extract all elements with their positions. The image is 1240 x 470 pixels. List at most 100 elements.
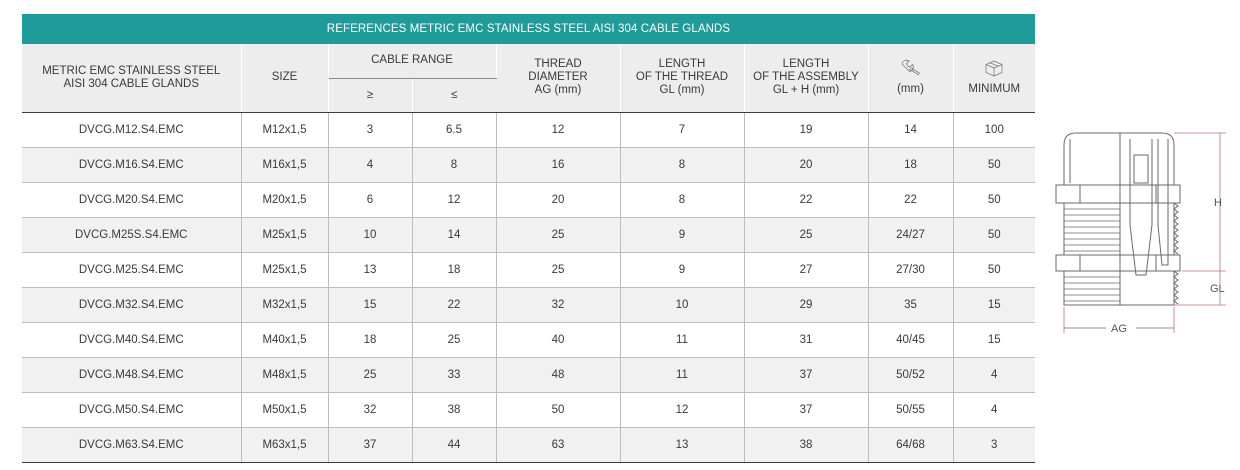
cell-ag: 40 (496, 322, 621, 358)
cell-min: 37 (328, 427, 413, 463)
cell-max: 18 (412, 252, 497, 288)
cell-ag: 20 (496, 182, 621, 218)
table-row: DVCG.M12.S4.EMC M12x1,5 3 6.5 12 7 19 14 100 (22, 112, 1035, 148)
cell-size: M50x1,5 (241, 392, 329, 428)
cell-wrench: 40/45 (868, 322, 954, 358)
table-row: DVCG.M20.S4.EMC M20x1,5 6 12 20 8 22 22 50 (22, 182, 1035, 218)
cell-max: 12 (412, 182, 497, 218)
cell-wrench: 27/30 (868, 252, 954, 288)
header-cable-range: CABLE RANGE (328, 44, 497, 79)
cell-minimum: 15 (953, 287, 1035, 323)
cell-minimum: 50 (953, 147, 1035, 183)
cell-min: 3 (328, 112, 413, 148)
cell-max: 38 (412, 392, 497, 428)
dimension-label-h: H (1214, 197, 1222, 209)
cable-gland-drawing: H GL AG (1055, 132, 1226, 335)
cell-glh: 29 (744, 287, 869, 323)
header-thread-line1: THREAD (534, 58, 582, 71)
cell-glh: 25 (744, 217, 869, 253)
cell-glh: 37 (744, 392, 869, 428)
cell-wrench: 14 (868, 112, 954, 148)
header-length-assembly-line2: OF THE ASSEMBLY (753, 71, 859, 84)
cell-ag: 12 (496, 112, 621, 148)
cell-min: 6 (328, 182, 413, 218)
cable-gland-table-section: REFERENCES METRIC EMC STAINLESS STEEL AI… (22, 14, 1035, 463)
cell-gl: 8 (620, 147, 745, 183)
cell-min: 32 (328, 392, 413, 428)
header-length-assembly-line3: GL + H (mm) (772, 84, 840, 97)
cell-min: 13 (328, 252, 413, 288)
table-body: DVCG.M12.S4.EMC M12x1,5 3 6.5 12 7 19 14 100 DVCG… (22, 112, 1035, 463)
cell-glh: 37 (744, 357, 869, 393)
cell-wrench: 18 (868, 147, 954, 183)
cell-wrench: 22 (868, 182, 954, 218)
box-icon (985, 60, 1003, 77)
cell-minimum: 50 (953, 217, 1035, 253)
cell-gl: 11 (620, 322, 745, 358)
cell-wrench: 35 (868, 287, 954, 323)
cell-ref: DVCG.M12.S4.EMC (22, 112, 242, 148)
cell-ref: DVCG.M25S.S4.EMC (22, 217, 242, 253)
dimension-label-gl: GL (1210, 283, 1225, 295)
cell-max: 6.5 (412, 112, 497, 148)
header-cable-min: ≥ (328, 78, 413, 113)
cell-max: 44 (412, 427, 497, 463)
cell-wrench: 50/52 (868, 357, 954, 393)
table-row: DVCG.M63.S4.EMC M63x1,5 37 44 63 13 38 64/68 3 (22, 427, 1035, 463)
table-row: DVCG.M40.S4.EMC M40x1,5 18 25 40 11 31 40/45 15 (22, 322, 1035, 358)
cell-minimum: 50 (953, 182, 1035, 218)
cell-glh: 38 (744, 427, 869, 463)
cell-glh: 27 (744, 252, 869, 288)
cell-glh: 22 (744, 182, 869, 218)
table-row: DVCG.M25.S4.EMC M25x1,5 13 18 25 9 27 27/30 50 (22, 252, 1035, 288)
header-product-line2: AISI 304 CABLE GLANDS (63, 77, 199, 90)
cell-max: 14 (412, 217, 497, 253)
cell-ag: 25 (496, 252, 621, 288)
cell-ag: 63 (496, 427, 621, 463)
cell-size: M25x1,5 (241, 217, 329, 253)
header-wrench: (mm) (868, 44, 954, 113)
cell-glh: 19 (744, 112, 869, 148)
cell-minimum: 3 (953, 427, 1035, 463)
cell-glh: 20 (744, 147, 869, 183)
cell-ag: 25 (496, 217, 621, 253)
cell-max: 22 (412, 287, 497, 323)
cell-size: M20x1,5 (241, 182, 329, 218)
header-length-thread: LENGTH OF THE THREAD GL (mm) (620, 44, 745, 113)
table-row: DVCG.M48.S4.EMC M48x1,5 25 33 48 11 37 50/52 4 (22, 357, 1035, 393)
cell-wrench: 50/55 (868, 392, 954, 428)
cell-min: 25 (328, 357, 413, 393)
header-thread-diameter: THREAD DIAMETER AG (mm) (496, 44, 621, 113)
header-thread-line3: AG (mm) (534, 84, 582, 97)
cell-ref: DVCG.M16.S4.EMC (22, 147, 242, 183)
cell-gl: 10 (620, 287, 745, 323)
cell-size: M16x1,5 (241, 147, 329, 183)
cell-ref: DVCG.M50.S4.EMC (22, 392, 242, 428)
cell-ag: 48 (496, 357, 621, 393)
cell-gl: 13 (620, 427, 745, 463)
cell-min: 4 (328, 147, 413, 183)
header-length-thread-line1: LENGTH (658, 58, 706, 71)
cell-minimum: 4 (953, 357, 1035, 393)
cell-min: 18 (328, 322, 413, 358)
cell-ref: DVCG.M63.S4.EMC (22, 427, 242, 463)
table-row: DVCG.M16.S4.EMC M16x1,5 4 8 16 8 20 18 50 (22, 147, 1035, 183)
cell-minimum: 50 (953, 252, 1035, 288)
cell-gl: 9 (620, 217, 745, 253)
cell-minimum: 4 (953, 392, 1035, 428)
cell-ref: DVCG.M25.S4.EMC (22, 252, 242, 288)
cell-size: M40x1,5 (241, 322, 329, 358)
header-minimum-label: MINIMUM (968, 83, 1021, 96)
cell-size: M48x1,5 (241, 357, 329, 393)
cell-glh: 31 (744, 322, 869, 358)
cell-min: 15 (328, 287, 413, 323)
header-product: METRIC EMC STAINLESS STEEL AISI 304 CABL… (22, 44, 242, 113)
cell-ref: DVCG.M20.S4.EMC (22, 182, 242, 218)
cell-ref: DVCG.M32.S4.EMC (22, 287, 242, 323)
dimension-label-ag: AG (1111, 323, 1127, 335)
cell-minimum: 15 (953, 322, 1035, 358)
cell-size: M25x1,5 (241, 252, 329, 288)
header-length-assembly-line1: LENGTH (782, 58, 830, 71)
header-product-line1: METRIC EMC STAINLESS STEEL (42, 64, 221, 77)
cell-ag: 16 (496, 147, 621, 183)
